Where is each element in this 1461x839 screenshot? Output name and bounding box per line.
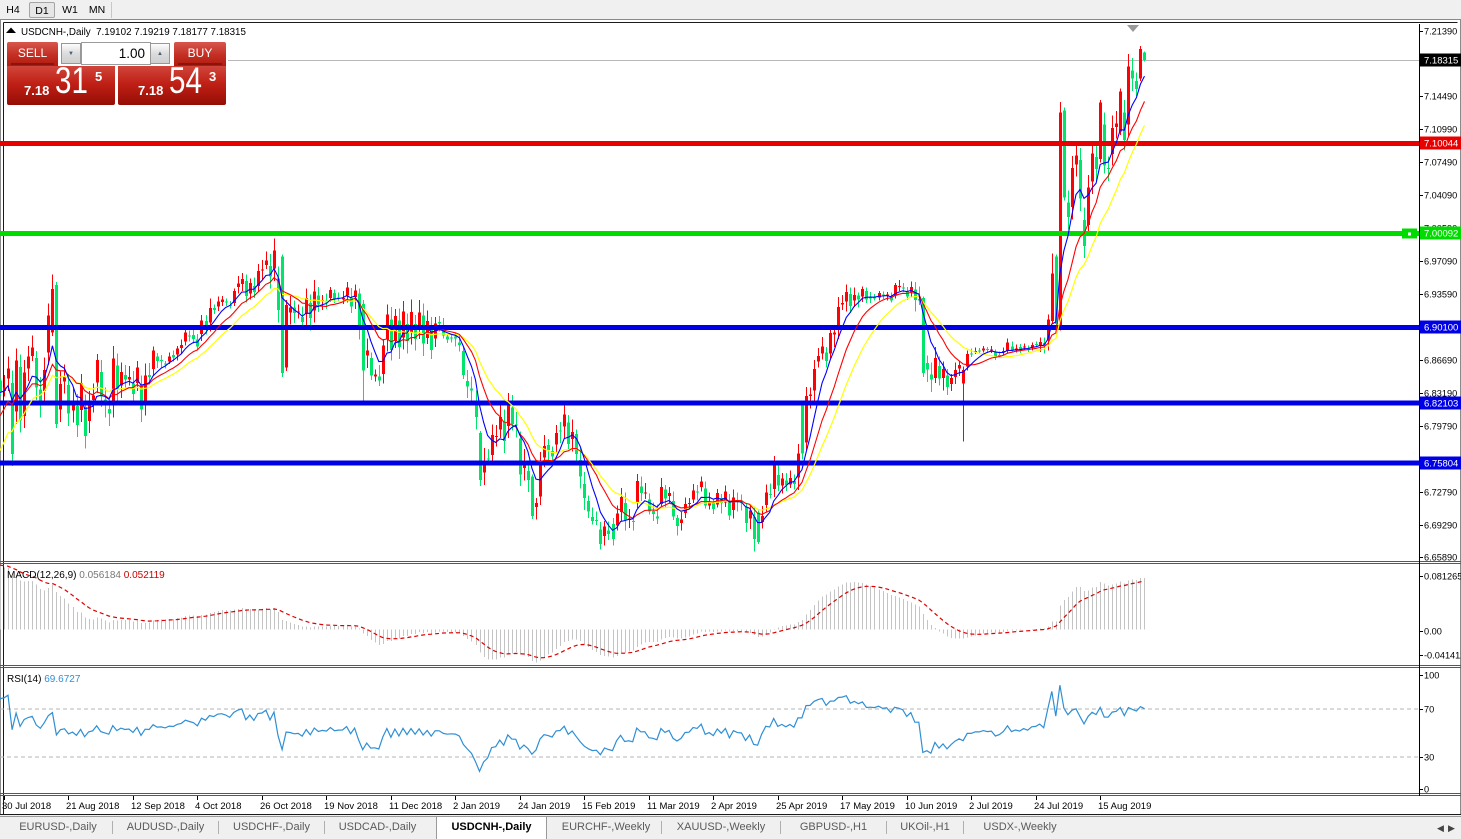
svg-text:21 Aug 2018: 21 Aug 2018 bbox=[66, 801, 119, 812]
svg-text:6.90100: 6.90100 bbox=[1424, 323, 1458, 334]
svg-text:30: 30 bbox=[1424, 753, 1434, 763]
svg-text:6.83190: 6.83190 bbox=[1424, 389, 1457, 399]
svg-text:7.10990: 7.10990 bbox=[1424, 125, 1457, 135]
svg-text:6.97090: 6.97090 bbox=[1424, 257, 1457, 267]
svg-text:15 Feb 2019: 15 Feb 2019 bbox=[582, 801, 635, 812]
svg-text:11 Dec 2018: 11 Dec 2018 bbox=[389, 801, 442, 812]
svg-text:24 Jan 2019: 24 Jan 2019 bbox=[518, 801, 570, 812]
svg-text:11 Mar 2019: 11 Mar 2019 bbox=[647, 801, 700, 812]
svg-text:7.10044: 7.10044 bbox=[1424, 139, 1458, 150]
svg-text:30 Jul 2018: 30 Jul 2018 bbox=[2, 801, 51, 812]
svg-text:-0.041412: -0.041412 bbox=[1424, 651, 1461, 661]
svg-text:0.00: 0.00 bbox=[1424, 627, 1442, 637]
svg-text:7.18315: 7.18315 bbox=[1424, 56, 1458, 67]
svg-text:USDCNH-,Daily 7.19102 7.19219: USDCNH-,Daily 7.19102 7.19219 7.18177 7.… bbox=[21, 27, 246, 38]
svg-text:25 Apr 2019: 25 Apr 2019 bbox=[776, 801, 827, 812]
svg-text:7.04090: 7.04090 bbox=[1424, 191, 1457, 201]
svg-text:10 Jun 2019: 10 Jun 2019 bbox=[905, 801, 957, 812]
svg-text:17 May 2019: 17 May 2019 bbox=[840, 801, 895, 812]
svg-text:6.93590: 6.93590 bbox=[1424, 290, 1457, 300]
svg-text:24 Jul 2019: 24 Jul 2019 bbox=[1034, 801, 1083, 812]
svg-text:100: 100 bbox=[1424, 671, 1439, 681]
svg-text:MACD(12,26,9) 0.056184 0.05211: MACD(12,26,9) 0.056184 0.052119 bbox=[7, 570, 165, 581]
svg-text:7.21390: 7.21390 bbox=[1424, 27, 1457, 37]
svg-text:7.00092: 7.00092 bbox=[1424, 229, 1458, 240]
svg-text:6.86690: 6.86690 bbox=[1424, 356, 1457, 366]
svg-text:0: 0 bbox=[1424, 785, 1429, 795]
svg-text:6.75804: 6.75804 bbox=[1424, 459, 1458, 470]
svg-text:12 Sep 2018: 12 Sep 2018 bbox=[131, 801, 185, 812]
svg-text:15 Aug 2019: 15 Aug 2019 bbox=[1098, 801, 1151, 812]
svg-text:19 Nov 2018: 19 Nov 2018 bbox=[324, 801, 378, 812]
svg-text:2 Jul 2019: 2 Jul 2019 bbox=[969, 801, 1013, 812]
svg-text:RSI(14) 69.6727: RSI(14) 69.6727 bbox=[7, 674, 81, 685]
svg-text:4 Oct 2018: 4 Oct 2018 bbox=[195, 801, 241, 812]
svg-text:70: 70 bbox=[1424, 705, 1434, 715]
svg-text:26 Oct 2018: 26 Oct 2018 bbox=[260, 801, 312, 812]
svg-text:6.79790: 6.79790 bbox=[1424, 422, 1457, 432]
svg-text:7.14490: 7.14490 bbox=[1424, 92, 1457, 102]
svg-text:6.72790: 6.72790 bbox=[1424, 488, 1457, 498]
svg-text:6.82103: 6.82103 bbox=[1424, 399, 1458, 410]
svg-text:2 Jan 2019: 2 Jan 2019 bbox=[453, 801, 500, 812]
svg-text:6.65890: 6.65890 bbox=[1424, 553, 1457, 563]
svg-text:0.081265: 0.081265 bbox=[1424, 572, 1461, 582]
svg-text:7.07490: 7.07490 bbox=[1424, 158, 1457, 168]
svg-text:6.69290: 6.69290 bbox=[1424, 521, 1457, 531]
svg-text:2 Apr 2019: 2 Apr 2019 bbox=[711, 801, 757, 812]
